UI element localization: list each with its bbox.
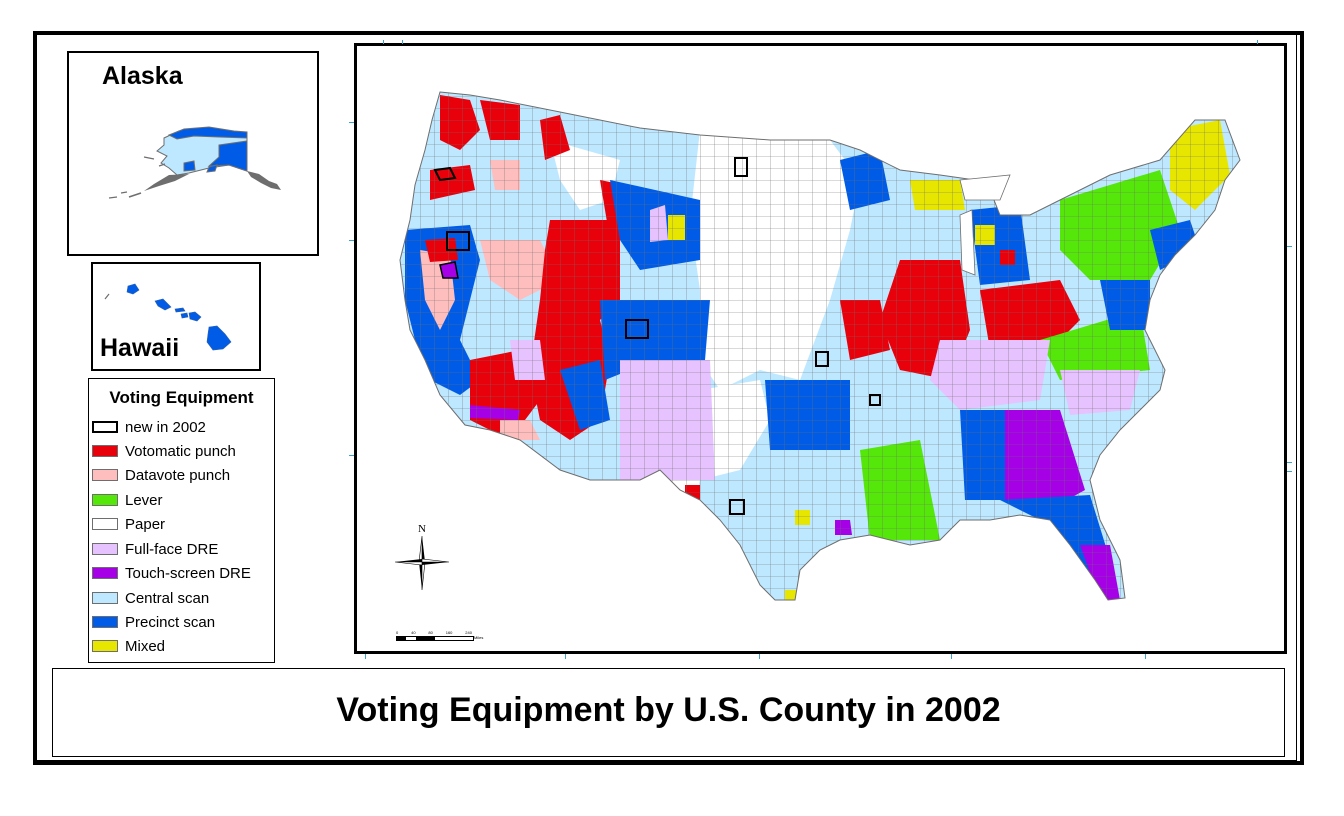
north-arrow-icon: N bbox=[394, 523, 450, 591]
legend-item-datavote-punch: Datavote punch bbox=[92, 465, 230, 485]
scale-bar-graphic bbox=[396, 636, 474, 641]
graticule-tick bbox=[402, 40, 403, 44]
legend-label: new in 2002 bbox=[125, 418, 206, 436]
hawaii-inset: Hawaii bbox=[91, 262, 261, 371]
graticule-tick bbox=[1145, 654, 1146, 659]
graticule-tick bbox=[1257, 40, 1258, 44]
scale-bar-ticks: 0 40 80 160 240 bbox=[396, 630, 472, 635]
graticule-tick bbox=[349, 122, 354, 123]
map-title: Voting Equipment by U.S. County in 2002 bbox=[336, 691, 1001, 729]
legend-swatch-fullface bbox=[92, 543, 118, 555]
hawaii-map bbox=[104, 283, 232, 351]
alaska-inset: Alaska bbox=[67, 51, 319, 256]
graticule-tick bbox=[759, 654, 760, 659]
graticule-tick bbox=[349, 240, 354, 241]
graticule-tick bbox=[1287, 471, 1292, 472]
legend-item-lever: Lever bbox=[92, 490, 163, 510]
scale-bar: 0 40 80 160 240 Miles bbox=[396, 630, 484, 644]
legend-item-precinct-scan: Precinct scan bbox=[92, 612, 215, 632]
hawaii-label: Hawaii bbox=[100, 334, 180, 362]
outer-frame bbox=[33, 31, 1304, 765]
graticule-tick bbox=[349, 455, 354, 456]
legend-swatch-precinct bbox=[92, 616, 118, 628]
legend-label: Mixed bbox=[125, 637, 166, 655]
legend-swatch-paper bbox=[92, 518, 118, 530]
graticule-tick bbox=[365, 654, 366, 659]
legend-item-touch-screen-dre: Touch-screen DRE bbox=[92, 563, 251, 583]
legend-swatch-mixed bbox=[92, 640, 118, 652]
legend-swatch-datavote bbox=[92, 469, 118, 481]
legend-swatch-central bbox=[92, 592, 118, 604]
legend-item-paper: Paper bbox=[92, 514, 165, 534]
graticule-tick bbox=[565, 654, 566, 659]
legend-label: Votomatic punch bbox=[125, 442, 236, 460]
alaska-label: Alaska bbox=[102, 62, 183, 90]
north-label: N bbox=[418, 523, 426, 535]
legend: Voting Equipment new in 2002 Votomatic p… bbox=[88, 378, 275, 663]
legend-label: Datavote punch bbox=[125, 466, 231, 484]
legend-label: Lever bbox=[125, 491, 163, 509]
legend-swatch-touchscreen bbox=[92, 567, 118, 579]
graticule-tick bbox=[1287, 462, 1292, 463]
legend-item-new-in-2002: new in 2002 bbox=[92, 417, 206, 437]
legend-label: Touch-screen DRE bbox=[125, 564, 251, 582]
legend-title: Voting Equipment bbox=[109, 388, 254, 407]
title-box: Voting Equipment by U.S. County in 2002 bbox=[52, 668, 1285, 757]
legend-label: Central scan bbox=[125, 589, 210, 607]
legend-swatch-new bbox=[92, 421, 118, 433]
scale-bar-unit: Miles bbox=[474, 635, 484, 640]
graticule-tick bbox=[383, 40, 384, 44]
legend-item-mixed: Mixed bbox=[92, 636, 165, 656]
legend-label: Full-face DRE bbox=[125, 540, 219, 558]
outer-frame-inner-line-bottom bbox=[37, 760, 1297, 761]
legend-item-central-scan: Central scan bbox=[92, 588, 209, 608]
graticule-tick bbox=[1287, 246, 1292, 247]
legend-swatch-votomatic bbox=[92, 445, 118, 457]
legend-label: Paper bbox=[125, 515, 166, 533]
outer-frame-inner-line-right bbox=[1296, 35, 1297, 761]
legend-swatch-lever bbox=[92, 494, 118, 506]
graticule-tick bbox=[951, 654, 952, 659]
legend-item-full-face-dre: Full-face DRE bbox=[92, 539, 218, 559]
alaska-map bbox=[108, 126, 281, 199]
legend-label: Precinct scan bbox=[125, 613, 216, 631]
legend-item-votomatic-punch: Votomatic punch bbox=[92, 441, 236, 461]
